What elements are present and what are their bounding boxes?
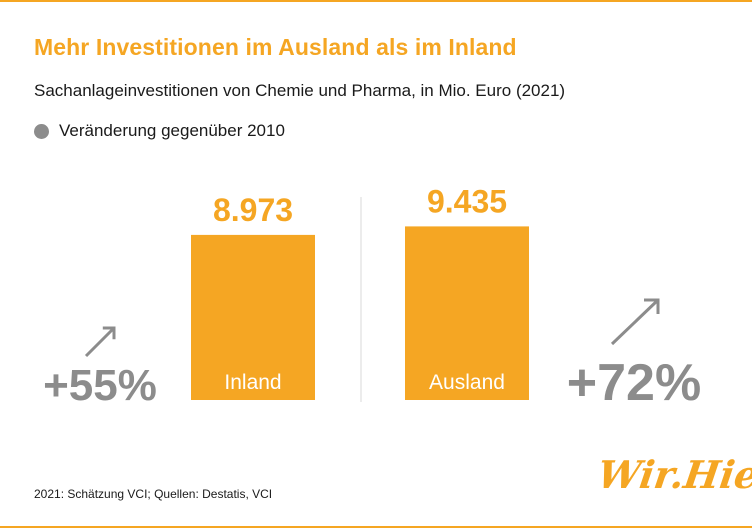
arrow-head-icon [102, 326, 116, 340]
category-label-ausland: Ausland [429, 371, 505, 394]
category-label-inland: Inland [224, 371, 281, 394]
chart-subtitle: Sachanlageinvestitionen von Chemie und P… [34, 81, 566, 100]
source-note: 2021: Schätzung VCI; Quellen: Destatis, … [34, 487, 273, 501]
legend-label: Veränderung gegenüber 2010 [59, 121, 285, 140]
arrow-head-icon [644, 298, 660, 314]
change-label-inland: +55% [43, 361, 157, 410]
legend: Veränderung gegenüber 2010 [34, 121, 285, 141]
value-label-ausland: 9.435 [427, 183, 507, 219]
legend-dot-icon [34, 123, 49, 139]
value-label-inland: 8.973 [213, 192, 293, 228]
wir-hier-logo: Wir.Hier. [594, 452, 752, 497]
change-label-ausland: +72% [567, 354, 701, 412]
bar-ausland [405, 226, 529, 400]
chart-title: Mehr Investitionen im Ausland als im Inl… [34, 34, 517, 60]
arrow-up-right-icon [84, 326, 116, 358]
arrow-up-right-icon [610, 298, 660, 346]
bar-inland [191, 234, 315, 400]
